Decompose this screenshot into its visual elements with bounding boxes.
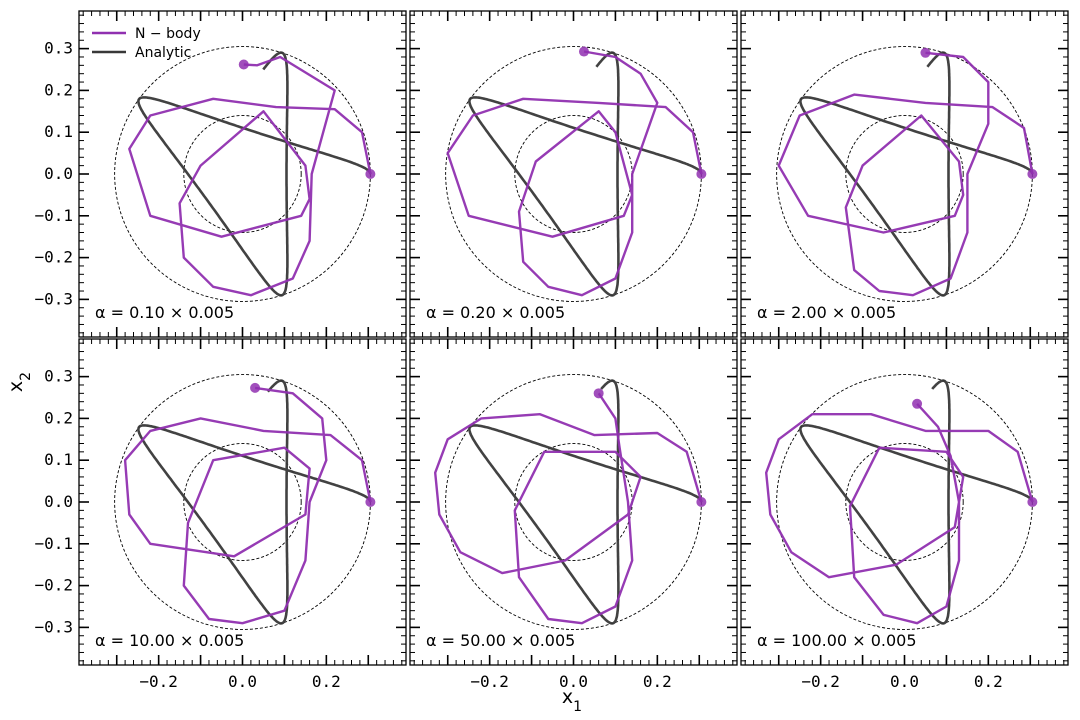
- y-tick-label: 0.2: [44, 408, 73, 427]
- panel-alpha-label: α = 2.00 × 0.005: [757, 303, 896, 322]
- reference-circle-1: [776, 46, 1033, 302]
- reference-circle-1: [776, 374, 1033, 630]
- panel-alpha-label: α = 0.20 × 0.005: [426, 303, 565, 322]
- reference-circle-2: [845, 115, 964, 233]
- legend-label: N − body: [135, 26, 201, 42]
- legend: N − body Analytic: [92, 26, 201, 61]
- panel-2: α = 0.20 × 0.005: [409, 10, 738, 338]
- analytic-series-line: [468, 51, 703, 297]
- x-tick-label: 0.2: [312, 672, 341, 691]
- legend-label: Analytic: [135, 45, 191, 61]
- nbody-end-point: [238, 59, 249, 70]
- nbody-start-point: [1027, 169, 1038, 179]
- reference-circle-2: [183, 443, 302, 561]
- nbody-end-point: [578, 46, 589, 57]
- reference-circle-2: [183, 115, 302, 233]
- nbody-end-point: [250, 382, 261, 393]
- y-tick-label: 0.3: [44, 367, 73, 386]
- nbody-end-point: [912, 398, 923, 409]
- reference-circle-2: [845, 443, 964, 561]
- nbody-start-point: [365, 497, 376, 507]
- y-tick-label: 0.3: [44, 39, 73, 58]
- nbody-series-line: [128, 55, 372, 297]
- y-tick-label: −0.2: [34, 248, 73, 267]
- nbody-end-point: [593, 388, 604, 399]
- y-tick-label: 0.1: [44, 450, 73, 469]
- panel-frame: [409, 338, 738, 666]
- x-tick-label: 0.2: [643, 672, 672, 691]
- reference-circle-2: [514, 443, 633, 561]
- y-tick-label: 0.0: [44, 164, 73, 183]
- analytic-series-line: [137, 51, 372, 297]
- panel-alpha-label: α = 50.00 × 0.005: [426, 631, 575, 650]
- panels-layer: −0.3 −0.2 −0.1 0.0 0.1 0.2 0.3 α = 0.10 × 0.005…: [34, 10, 1069, 691]
- nbody-series-line: [777, 51, 1034, 297]
- x-tick-label: 0.0: [559, 672, 588, 691]
- reference-circle-1: [445, 374, 702, 630]
- x-tick-label: 0.0: [890, 672, 919, 691]
- nbody-end-point: [920, 47, 931, 58]
- reference-circle-1: [114, 374, 371, 630]
- nbody-series-line: [765, 402, 1034, 625]
- nbody-start-point: [1027, 497, 1038, 507]
- panel-alpha-label: α = 100.00 × 0.005: [757, 631, 917, 650]
- panel-frame: [409, 10, 738, 338]
- analytic-series-line: [137, 379, 372, 625]
- panel-5: −0.2 0.0 0.2 α = 50.00 × 0.005: [409, 338, 738, 691]
- panel-3: α = 2.00 × 0.005: [740, 10, 1069, 338]
- nbody-series-line: [446, 50, 703, 297]
- panel-6: −0.2 0.0 0.2 α = 100.00 × 0.005: [740, 338, 1069, 691]
- panel-alpha-label: α = 0.10 × 0.005: [95, 303, 234, 322]
- panel-alpha-label: α = 10.00 × 0.005: [95, 631, 244, 650]
- analytic-series-line: [799, 379, 1034, 625]
- y-tick-label: 0.0: [44, 492, 73, 511]
- nbody-start-point: [365, 169, 376, 179]
- y-tick-label: −0.2: [34, 576, 73, 595]
- panel-1: −0.3 −0.2 −0.1 0.0 0.1 0.2 0.3 α = 0.10 × 0.005: [34, 10, 407, 338]
- x-tick-label: −0.2: [801, 672, 840, 691]
- y-tick-label: −0.1: [34, 534, 73, 553]
- x-tick-label: −0.2: [470, 672, 509, 691]
- nbody-series-line: [123, 386, 372, 625]
- reference-circle-1: [114, 46, 371, 302]
- analytic-series-line: [799, 51, 1034, 297]
- y-tick-label: 0.2: [44, 80, 73, 99]
- y-tick-label: 0.1: [44, 122, 73, 141]
- analytic-series-line: [468, 379, 703, 625]
- y-axis-label: x2: [5, 372, 34, 392]
- x-tick-label: −0.2: [139, 672, 178, 691]
- nbody-start-point: [696, 497, 707, 507]
- panel-4: −0.3 −0.2 −0.1 0.0 0.1 0.2 0.3 −0.2 0.0 0.2 α = 10…: [34, 338, 407, 691]
- reference-circle-1: [445, 46, 702, 302]
- panel-frame: [740, 338, 1069, 666]
- x-axis-label: x1: [562, 686, 582, 715]
- y-tick-label: −0.3: [34, 289, 73, 308]
- panel-frame: [740, 10, 1069, 338]
- x-tick-label: 0.2: [974, 672, 1003, 691]
- y-tick-label: −0.3: [34, 617, 73, 636]
- nbody-series-line: [434, 392, 703, 625]
- x-tick-label: 0.0: [228, 672, 257, 691]
- y-tick-label: −0.1: [34, 206, 73, 225]
- nbody-start-point: [696, 169, 707, 179]
